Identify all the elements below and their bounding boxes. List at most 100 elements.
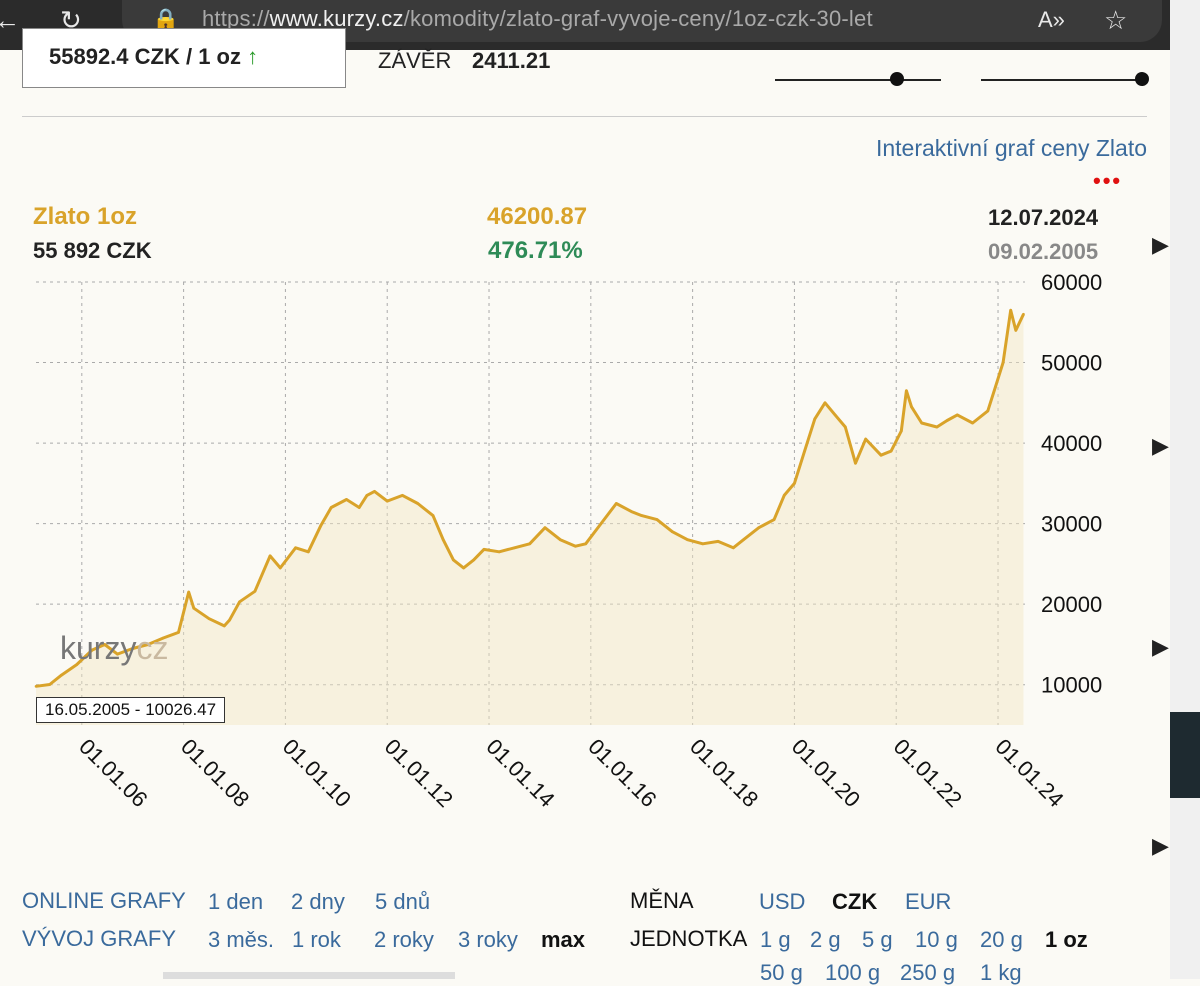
- url-text[interactable]: https://www.kurzy.cz/komodity/zlato-graf…: [202, 6, 873, 32]
- y-tick-label: 30000: [1041, 512, 1102, 537]
- history-charts-label[interactable]: VÝVOJ GRAFY: [22, 926, 177, 951]
- data-point: [279, 566, 282, 570]
- currency-label: MĚNA: [630, 888, 694, 913]
- unit-1oz-selected[interactable]: 1 oz: [1045, 927, 1088, 952]
- arrow-right-icon[interactable]: ▶: [1152, 833, 1169, 858]
- chart-area: [36, 310, 1024, 725]
- data-point: [497, 550, 501, 554]
- favorite-star-icon[interactable]: ☆: [1104, 5, 1128, 35]
- x-tick-label: 01.01.12: [380, 734, 458, 812]
- arrow-right-icon[interactable]: ▶: [1152, 232, 1169, 257]
- arrow-right-icon[interactable]: ▶: [1152, 634, 1169, 659]
- history-range-link-2[interactable]: 2 roky: [374, 927, 434, 952]
- unit-link-row2-1[interactable]: 100 g: [825, 960, 881, 985]
- divider: [22, 116, 1147, 117]
- data-point: [223, 624, 226, 628]
- data-point: [599, 522, 603, 525]
- arrow-right-icon[interactable]: ▶: [1152, 433, 1169, 458]
- data-point: [90, 648, 94, 652]
- unit-label: JEDNOTKA: [630, 926, 748, 951]
- x-tick-label: 01.01.14: [481, 734, 559, 812]
- data-point: [319, 523, 323, 527]
- unit-link-row2-2[interactable]: 250 g: [900, 960, 956, 985]
- currency-czk-selected[interactable]: CZK: [832, 889, 878, 914]
- data-point: [177, 631, 180, 634]
- currency-eur[interactable]: EUR: [905, 889, 952, 914]
- data-point: [528, 542, 532, 546]
- online-charts-label[interactable]: ONLINE GRAFY: [22, 888, 186, 913]
- y-tick-label: 40000: [1041, 431, 1102, 456]
- unit-link-1[interactable]: 2 g: [810, 927, 841, 952]
- chart-line: [34, 308, 1025, 688]
- slider-handle-2[interactable]: [1135, 72, 1149, 86]
- data-point: [116, 652, 119, 656]
- y-tick-label: 60000: [1041, 270, 1102, 295]
- x-tick-label: 01.01.08: [176, 734, 254, 812]
- data-point: [345, 498, 348, 501]
- data-point: [803, 449, 806, 453]
- online-range-link-0[interactable]: 1 den: [208, 889, 264, 914]
- horizontal-scrollbar[interactable]: [163, 972, 455, 979]
- data-point: [452, 558, 455, 562]
- data-point: [462, 566, 465, 570]
- data-point: [574, 544, 577, 548]
- read-aloud-icon[interactable]: A»: [1038, 7, 1065, 32]
- data-point: [543, 526, 547, 529]
- watermark-text-a: kurzy: [60, 630, 137, 666]
- data-point: [1014, 329, 1018, 332]
- data-point: [253, 589, 257, 593]
- unit-link-0[interactable]: 1 g: [760, 927, 791, 952]
- data-point: [920, 421, 923, 425]
- data-point: [207, 617, 211, 620]
- slider-track-2[interactable]: [981, 79, 1147, 81]
- data-point: [329, 506, 333, 509]
- x-tick-label: 01.01.20: [787, 734, 865, 812]
- data-point: [889, 449, 893, 453]
- interactive-chart-link[interactable]: Interaktivní graf ceny Zlato: [875, 135, 1147, 161]
- unit-link-row2-3[interactable]: 1 kg: [980, 960, 1022, 985]
- data-point: [757, 526, 761, 529]
- back-icon[interactable]: ←: [0, 5, 20, 35]
- unit-link-2[interactable]: 5 g: [862, 927, 893, 952]
- data-point: [956, 413, 959, 417]
- history-range-link-0[interactable]: 3 měs.: [208, 927, 275, 952]
- data-point: [357, 506, 361, 509]
- watermark-text-b: cz: [136, 630, 169, 666]
- data-point: [701, 542, 705, 546]
- data-point: [482, 548, 486, 551]
- refresh-icon[interactable]: ↻: [60, 5, 82, 35]
- data-point: [986, 409, 990, 413]
- data-point: [823, 401, 827, 405]
- data-point: [945, 419, 949, 422]
- lock-icon[interactable]: 🔒: [152, 7, 180, 32]
- data-point: [131, 647, 135, 650]
- start-value: 46200.87: [487, 203, 588, 230]
- history-range-link-3[interactable]: 3 roky: [458, 927, 518, 952]
- unit-link-3[interactable]: 10 g: [915, 927, 958, 952]
- data-point: [294, 546, 297, 550]
- data-point: [431, 514, 435, 517]
- unit-link-row2-0[interactable]: 50 g: [760, 960, 803, 985]
- more-options-icon[interactable]: •••: [1093, 168, 1123, 193]
- price-up-arrow-icon: ↑: [247, 44, 259, 69]
- data-point: [614, 502, 618, 505]
- online-range-link-2[interactable]: 5 dnů: [375, 889, 431, 914]
- data-point: [813, 417, 817, 421]
- x-tick-label: 01.01.18: [685, 734, 763, 812]
- currency-usd[interactable]: USD: [759, 889, 806, 914]
- y-axis-ticks: 10000 20000 30000 40000 50000 60000: [1041, 270, 1102, 698]
- online-range-link-1[interactable]: 2 dny: [291, 889, 345, 914]
- data-point: [401, 494, 404, 497]
- unit-link-4[interactable]: 20 g: [980, 927, 1023, 952]
- slider-track-1[interactable]: [775, 79, 941, 81]
- range-max-selected[interactable]: max: [541, 927, 586, 952]
- x-tick-label: 01.01.16: [583, 734, 661, 812]
- data-point: [238, 600, 241, 604]
- chart-tooltip: 16.05.2005 - 10026.47: [36, 697, 226, 723]
- data-point: [793, 482, 796, 485]
- slider-handle-1[interactable]: [890, 72, 904, 86]
- y-tick-label: 50000: [1041, 351, 1102, 376]
- data-point: [864, 437, 867, 441]
- history-range-link-1[interactable]: 1 rok: [292, 927, 341, 952]
